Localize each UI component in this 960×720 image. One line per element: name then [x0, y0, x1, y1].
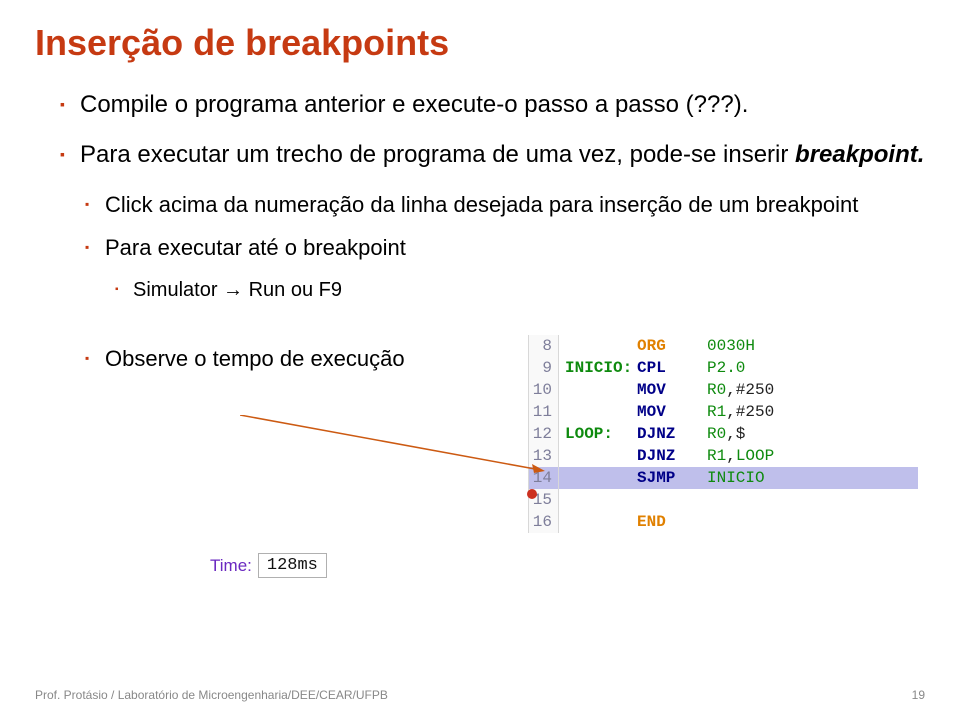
- code-line: 16 END: [529, 511, 918, 533]
- bullet-text: Para executar um trecho de programa de u…: [80, 141, 795, 168]
- bullet-bold: breakpoint.: [795, 141, 924, 168]
- bullet-run-to-bp: Para executar até o breakpoint: [85, 233, 925, 263]
- bullet-simulator-run: Simulator → Run ou F9: [115, 277, 925, 304]
- code-op: MOV: [637, 379, 707, 401]
- code-label: INICIO:: [559, 357, 637, 379]
- code-line: 12LOOP:DJNZR0,$: [529, 423, 918, 445]
- code-line: 15: [529, 489, 918, 511]
- code-arg: INICIO: [707, 467, 918, 489]
- line-number[interactable]: 8: [529, 335, 559, 357]
- arrow-icon: →: [223, 279, 243, 301]
- code-op: END: [637, 511, 707, 533]
- time-label: Time:: [210, 556, 252, 576]
- footer: Prof. Protásio / Laboratório de Microeng…: [35, 688, 925, 702]
- code-op: DJNZ: [637, 445, 707, 467]
- time-display: Time: 128ms: [210, 553, 327, 578]
- code-line: 8 ORG0030H: [529, 335, 918, 357]
- code-line: 11 MOVR1,#250: [529, 401, 918, 423]
- line-number[interactable]: 13: [529, 445, 559, 467]
- code-op: DJNZ: [637, 423, 707, 445]
- code-arg: R1,LOOP: [707, 445, 918, 467]
- code-op: CPL: [637, 357, 707, 379]
- slide-content: Compile o programa anterior e execute-o …: [0, 74, 960, 374]
- code-line: 10 MOVR0,#250: [529, 379, 918, 401]
- line-number[interactable]: 10: [529, 379, 559, 401]
- line-number[interactable]: 16: [529, 511, 559, 533]
- code-op: MOV: [637, 401, 707, 423]
- footer-left: Prof. Protásio / Laboratório de Microeng…: [35, 688, 388, 702]
- code-label: LOOP:: [559, 423, 637, 445]
- line-number[interactable]: 9: [529, 357, 559, 379]
- breakpoint-icon[interactable]: [527, 489, 537, 499]
- bullet-compile: Compile o programa anterior e execute-o …: [60, 89, 925, 121]
- bullet-insert-bp: Para executar um trecho de programa de u…: [60, 139, 925, 171]
- code-op: SJMP: [637, 467, 707, 489]
- slide-title: Inserção de breakpoints: [0, 0, 960, 74]
- code-panel: 8ORG0030H9INICIO:CPLP2.010MOVR0,#25011MO…: [528, 335, 918, 533]
- text-post: Run ou F9: [243, 279, 342, 301]
- footer-page: 19: [912, 688, 925, 702]
- line-number[interactable]: 14: [529, 467, 559, 489]
- pointer-arrow: [240, 415, 545, 475]
- line-number[interactable]: 12: [529, 423, 559, 445]
- code-arg: P2.0: [707, 357, 918, 379]
- code-op: ORG: [637, 335, 707, 357]
- bullet-click-line: Click acima da numeração da linha deseja…: [85, 190, 925, 220]
- time-value: 128ms: [258, 553, 327, 578]
- code-line: 9INICIO:CPLP2.0: [529, 357, 918, 379]
- code-line: 14 SJMPINICIO: [529, 467, 918, 489]
- code-arg: R0,$: [707, 423, 918, 445]
- code-arg: 0030H: [707, 335, 918, 357]
- code-arg: R1,#250: [707, 401, 918, 423]
- code-line: 13 DJNZR1,LOOP: [529, 445, 918, 467]
- line-number[interactable]: 11: [529, 401, 559, 423]
- code-arg: R0,#250: [707, 379, 918, 401]
- text-pre: Simulator: [133, 279, 223, 301]
